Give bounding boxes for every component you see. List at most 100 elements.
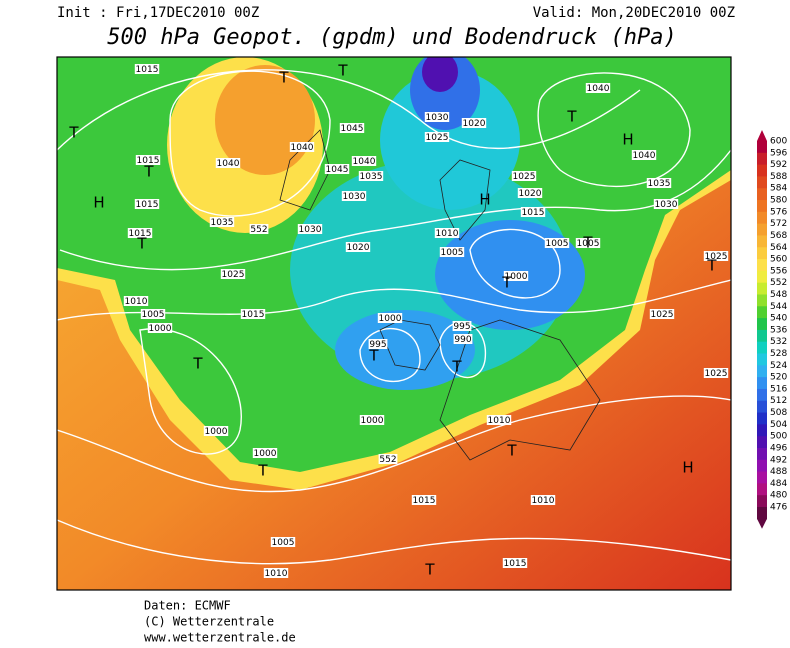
colorbar-cell	[757, 353, 767, 366]
colorbar-cell	[757, 141, 767, 154]
isobar-label: 1015	[504, 559, 527, 569]
pressure-center: T	[566, 108, 577, 126]
isobar-label-box	[215, 158, 241, 168]
isobar-label: 1035	[211, 218, 234, 228]
isobar-label: 1010	[265, 569, 288, 579]
isobar-label-box	[220, 269, 246, 279]
colorbar-label: 516	[770, 384, 787, 394]
isobar-label: 995	[369, 340, 386, 350]
colorbar-cell	[757, 318, 767, 331]
colorbar-label: 568	[770, 231, 787, 241]
colorbar-label: 488	[770, 467, 787, 477]
isobar-label: 1025	[513, 172, 536, 182]
isobar-label-box	[703, 368, 729, 378]
colorbar-cell	[757, 235, 767, 248]
pressure-center: H	[479, 191, 490, 209]
colorbar-label: 512	[770, 396, 787, 406]
isobar-label: 1015	[522, 208, 545, 218]
isobar-label: 1010	[125, 297, 148, 307]
isobar-label: 1040	[353, 157, 376, 167]
isobar-label-box	[289, 142, 315, 152]
isobar-label: 1000	[205, 427, 228, 437]
pressure-center: T	[706, 257, 717, 275]
pressure-center: T	[278, 69, 289, 87]
isobar-label-box	[520, 207, 546, 217]
isobar-label-box	[368, 339, 388, 349]
colorbar-cell	[757, 483, 767, 496]
isobar-label: 1025	[705, 252, 728, 262]
colorbar-cell	[757, 294, 767, 307]
isobar-label: 1015	[136, 200, 159, 210]
pressure-center: T	[136, 235, 147, 253]
isobar-label: 1015	[129, 229, 152, 239]
pressure-center: T	[143, 163, 154, 181]
colorbar-label: 504	[770, 420, 787, 430]
isobar-label-box	[424, 132, 450, 142]
isobar-label-box	[544, 238, 570, 248]
map-title: 500 hPa Geopot. (gpdm) und Bodendruck (h…	[107, 25, 677, 50]
isobar-label: 1030	[299, 225, 322, 235]
colorbar-cell	[757, 270, 767, 284]
isobar-label-box	[203, 426, 229, 436]
isobar-label: 1000	[379, 314, 402, 324]
isobar-label: 552	[379, 455, 396, 465]
isobar-label: 1005	[142, 310, 165, 320]
pressure-center: T	[257, 462, 268, 480]
colorbar-label: 572	[770, 219, 787, 229]
colorbar-label: 476	[770, 503, 787, 513]
isobar-label-box	[345, 242, 371, 252]
isobar-label: 1035	[360, 172, 383, 182]
colorbar-label: 560	[770, 255, 787, 265]
colorbar-cell	[757, 365, 767, 378]
isobar-label: 1005	[272, 538, 295, 548]
isobar-label-box	[127, 228, 153, 238]
isobar-label-box	[575, 238, 601, 248]
isobar-label-box	[503, 271, 529, 281]
colorbar-cell	[757, 152, 767, 166]
isobar-label: 1015	[137, 156, 160, 166]
isobar-label-box	[502, 558, 528, 568]
isobar-label-box	[358, 171, 384, 181]
colorbar-cap	[757, 518, 767, 529]
pressure-center: T	[68, 124, 79, 142]
isobar-label: 1010	[488, 416, 511, 426]
isobar-label: 1040	[587, 84, 610, 94]
isobar-label: 990	[454, 335, 471, 345]
colorbar-cell	[757, 341, 767, 355]
isobar-label-box	[378, 454, 398, 464]
isobar-label-box	[703, 251, 729, 261]
pressure-center: T	[192, 355, 203, 373]
pressure-center: T	[582, 234, 593, 252]
isobar-label-box	[359, 415, 385, 425]
isobar-label: 995	[453, 322, 470, 332]
colorbar-label: 496	[770, 443, 787, 453]
colorbar-cell	[757, 424, 767, 437]
isobar-label-box	[270, 537, 296, 547]
isobar-label-box	[249, 224, 269, 234]
pressure-center: H	[93, 194, 104, 212]
init-time: Init : Fri,17DEC2010 00Z	[57, 5, 259, 21]
isobar-label-box	[134, 199, 160, 209]
colorbar-cell	[757, 211, 767, 225]
isobar-label-box	[411, 495, 437, 505]
colorbar-label: 480	[770, 491, 787, 501]
pressure-center: T	[506, 442, 517, 460]
isobar-label: 1010	[532, 496, 555, 506]
colorbar-cell	[757, 200, 767, 213]
isobar-label-box	[134, 64, 160, 74]
isobar-label: 1005	[577, 239, 600, 249]
colorbar-cell	[757, 495, 767, 508]
valid-time: Valid: Mon,20DEC2010 00Z	[533, 5, 735, 21]
colorbar-cap	[757, 130, 767, 141]
colorbar-label: 544	[770, 302, 787, 312]
pressure-center: T	[337, 62, 348, 80]
isobar-label-box	[439, 247, 465, 257]
colorbar-label: 580	[770, 196, 787, 206]
isobar-label-box	[263, 568, 289, 578]
colorbar-cell	[757, 164, 767, 177]
isobar-label-box	[646, 178, 672, 188]
isobar-label: 1000	[361, 416, 384, 426]
colorbar-label: 584	[770, 184, 787, 194]
colorbar-cell	[757, 377, 767, 390]
isobar-label: 1030	[426, 113, 449, 123]
